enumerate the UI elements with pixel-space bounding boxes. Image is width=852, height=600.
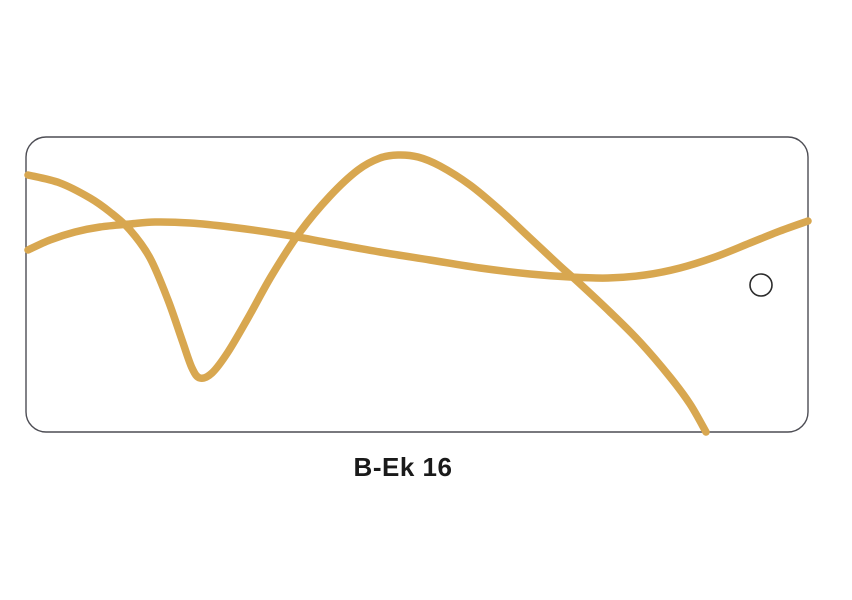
hollow-circle-marker bbox=[749, 273, 773, 297]
plot-frame bbox=[25, 136, 809, 433]
series-layer bbox=[24, 151, 812, 436]
data-series-wave-curve bbox=[24, 151, 710, 436]
figure-caption: B-Ek 16 bbox=[353, 452, 453, 482]
data-series-gentle-curve bbox=[24, 217, 812, 282]
